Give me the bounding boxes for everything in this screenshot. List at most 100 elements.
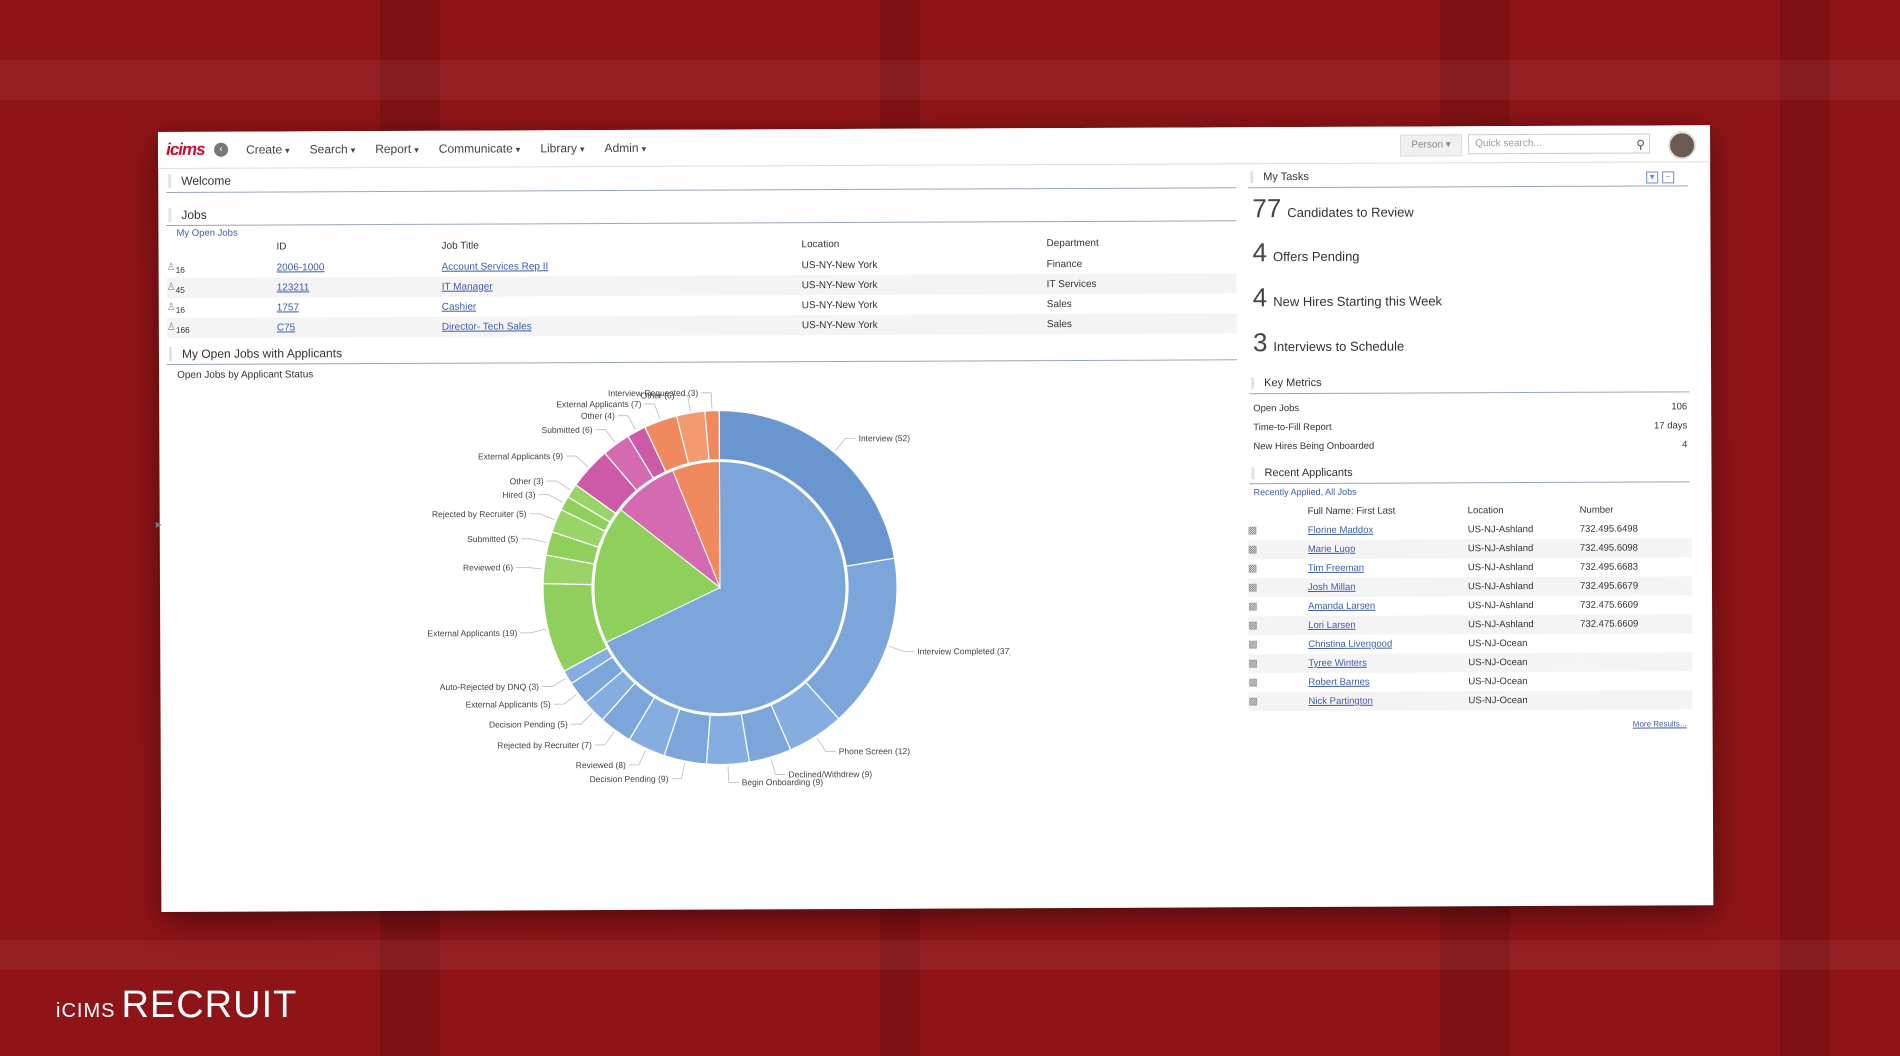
applicant-icon-cell[interactable]: ▩ bbox=[1248, 673, 1308, 692]
applicants-cell[interactable]: ♙45 bbox=[166, 277, 277, 298]
person-label: Person bbox=[1411, 139, 1444, 151]
menu-create[interactable]: Create ▾ bbox=[246, 142, 290, 156]
slice-label: Rejected by Recruiter (7) bbox=[497, 740, 592, 750]
applicants-cell[interactable]: ♙166 bbox=[166, 317, 277, 338]
applicant-name-link[interactable]: Tyree Winters bbox=[1308, 657, 1367, 669]
applicant-icon-cell[interactable]: ▩ bbox=[1248, 653, 1309, 674]
menu-label: Report bbox=[375, 141, 412, 157]
search-icon[interactable]: ⚲ bbox=[1636, 137, 1646, 152]
quick-search-input[interactable]: Quick search... ⚲ bbox=[1468, 133, 1651, 155]
applicant-icon-cell[interactable]: ▩ bbox=[1248, 521, 1308, 540]
col-location[interactable]: Location bbox=[801, 238, 840, 250]
job-title-link[interactable]: IT Manager bbox=[441, 281, 493, 293]
job-title-link[interactable]: Cashier bbox=[441, 301, 477, 313]
welcome-title: Welcome bbox=[168, 173, 232, 188]
job-id-link[interactable]: 1757 bbox=[276, 301, 300, 313]
person-icon: ▩ bbox=[1247, 525, 1258, 537]
col-location[interactable]: Location bbox=[1467, 504, 1504, 516]
job-id-link[interactable]: 123211 bbox=[276, 281, 310, 293]
task-label: New Hires Starting this Week bbox=[1273, 293, 1443, 310]
brand-logo: iCIMS RECRUIT bbox=[56, 984, 297, 1027]
applicant-icon-cell[interactable]: ▩ bbox=[1248, 691, 1309, 712]
applicants-cell[interactable]: ♙16 bbox=[167, 297, 277, 317]
job-department: Finance bbox=[1046, 258, 1083, 270]
applicant-name-link[interactable]: Josh Millan bbox=[1307, 581, 1356, 593]
table-row: ▩ Nick Partington US-NJ-Ocean bbox=[1248, 690, 1693, 712]
chevron-down-icon: ▾ bbox=[515, 144, 521, 155]
inner-slice[interactable] bbox=[672, 461, 721, 588]
inner-slice[interactable] bbox=[605, 461, 847, 715]
menu-search[interactable]: Search ▾ bbox=[310, 142, 356, 156]
expand-icon[interactable]: ▼ bbox=[1646, 171, 1659, 184]
applicant-location: US-NJ-Ocean bbox=[1468, 690, 1581, 711]
menu-library[interactable]: Library ▾ bbox=[540, 141, 584, 155]
person-icon: ▩ bbox=[1247, 563, 1258, 575]
outer-slice[interactable] bbox=[705, 713, 751, 766]
applicant-status-chart: Interview (52) Interview Completed (37) Ph… bbox=[428, 388, 1011, 787]
menu-report[interactable]: Report ▾ bbox=[375, 142, 419, 156]
avatar[interactable] bbox=[1668, 131, 1697, 160]
col-full-name[interactable]: Full Name: First Last bbox=[1307, 505, 1396, 517]
job-department: IT Services bbox=[1046, 273, 1237, 295]
menu-communicate[interactable]: Communicate ▾ bbox=[439, 141, 521, 155]
job-title-link[interactable]: Account Services Rep II bbox=[441, 260, 549, 273]
applicant-name-link[interactable]: Marie Lugo bbox=[1307, 543, 1356, 555]
label-leader bbox=[671, 762, 686, 780]
chart-subtitle: Open Jobs by Applicant Status bbox=[177, 369, 314, 381]
expand-arrow-icon[interactable]: ▸ bbox=[155, 516, 162, 532]
applicant-count: 16 bbox=[175, 264, 185, 275]
applicant-name-link[interactable]: Florine Maddox bbox=[1307, 524, 1374, 536]
slice-label: External Applicants (7) bbox=[556, 399, 641, 409]
applicant-icon-cell[interactable]: ▩ bbox=[1248, 597, 1308, 616]
metric-row[interactable]: New Hires Being Onboarded 4 bbox=[1253, 435, 1687, 456]
back-icon[interactable]: ‹ bbox=[214, 142, 229, 157]
outer-slice[interactable] bbox=[704, 409, 721, 461]
metric-row[interactable]: Open Jobs 106 bbox=[1253, 397, 1687, 418]
person-icon: ▩ bbox=[1248, 620, 1258, 632]
applicant-name-link[interactable]: Christina Livengood bbox=[1308, 638, 1393, 650]
more-results-link[interactable]: More Results... bbox=[1632, 719, 1687, 729]
slice-label: Other (4) bbox=[581, 411, 615, 421]
recent-filter-link[interactable]: Recently Applied, All Jobs bbox=[1253, 486, 1357, 498]
applicant-location: US-NJ-Ashland bbox=[1467, 562, 1534, 574]
task-item[interactable]: 77 Candidates to Review bbox=[1252, 193, 1414, 225]
metric-row[interactable]: Time-to-Fill Report 17 days bbox=[1253, 416, 1687, 437]
applicant-name-link[interactable]: Robert Barnes bbox=[1308, 676, 1370, 688]
applicant-name-link[interactable]: Amanda Larsen bbox=[1308, 600, 1376, 612]
col-number[interactable]: Number bbox=[1579, 504, 1614, 516]
col-job-title[interactable]: Job Title bbox=[441, 240, 479, 252]
task-item[interactable]: 4 New Hires Starting this Week bbox=[1253, 281, 1442, 313]
slice-label: Begin Onboarding (9) bbox=[742, 777, 823, 787]
applicant-number: 732.495.6498 bbox=[1579, 523, 1638, 535]
applicant-name-link[interactable]: Lori Larsen bbox=[1308, 619, 1356, 631]
applicant-icon-cell[interactable]: ▩ bbox=[1248, 615, 1309, 636]
bg-band bbox=[0, 940, 1900, 970]
applicants-cell[interactable]: ♙16 bbox=[167, 257, 277, 277]
job-id-link[interactable]: 2006-1000 bbox=[276, 261, 325, 273]
collapse-icon[interactable]: − bbox=[1662, 171, 1675, 184]
menu-admin[interactable]: Admin ▾ bbox=[605, 141, 647, 155]
applicant-icon-cell[interactable]: ▩ bbox=[1248, 559, 1308, 578]
applicant-count: 166 bbox=[175, 324, 190, 335]
applicant-number: 732.495.6683 bbox=[1579, 561, 1639, 573]
applicant-icon-cell[interactable]: ▩ bbox=[1248, 635, 1308, 654]
applicant-icon-cell[interactable]: ▩ bbox=[1247, 539, 1308, 560]
nav-menu: Create ▾ Search ▾ Report ▾ Communicate ▾ Lib… bbox=[246, 141, 646, 157]
task-item[interactable]: 3 Interviews to Schedule bbox=[1253, 327, 1404, 359]
task-item[interactable]: 4 Offers Pending bbox=[1252, 237, 1359, 268]
inner-slice[interactable] bbox=[593, 509, 721, 643]
applicant-location: US-NJ-Ocean bbox=[1468, 676, 1528, 688]
job-title-link[interactable]: Director- Tech Sales bbox=[441, 320, 532, 333]
applicant-icon-cell[interactable]: ▩ bbox=[1247, 577, 1309, 598]
person-select[interactable]: Person ▾ bbox=[1400, 134, 1463, 157]
icims-logo[interactable]: icims bbox=[166, 140, 205, 160]
slice-label: Interview Requested (3) bbox=[608, 388, 698, 398]
applicant-name-link[interactable]: Nick Partington bbox=[1308, 695, 1373, 707]
col-id[interactable]: ID bbox=[276, 240, 287, 252]
col-department[interactable]: Department bbox=[1046, 237, 1099, 249]
recent-applicants-table: Full Name: First Last Location Number ▩ F… bbox=[1247, 499, 1693, 712]
applicant-name-link[interactable]: Tim Freeman bbox=[1307, 562, 1365, 574]
table-row: ▩ Josh Millan US-NJ-Ashland 732.495.6679 bbox=[1247, 576, 1693, 598]
divider bbox=[1249, 391, 1690, 395]
job-id-link[interactable]: C75 bbox=[276, 321, 296, 333]
